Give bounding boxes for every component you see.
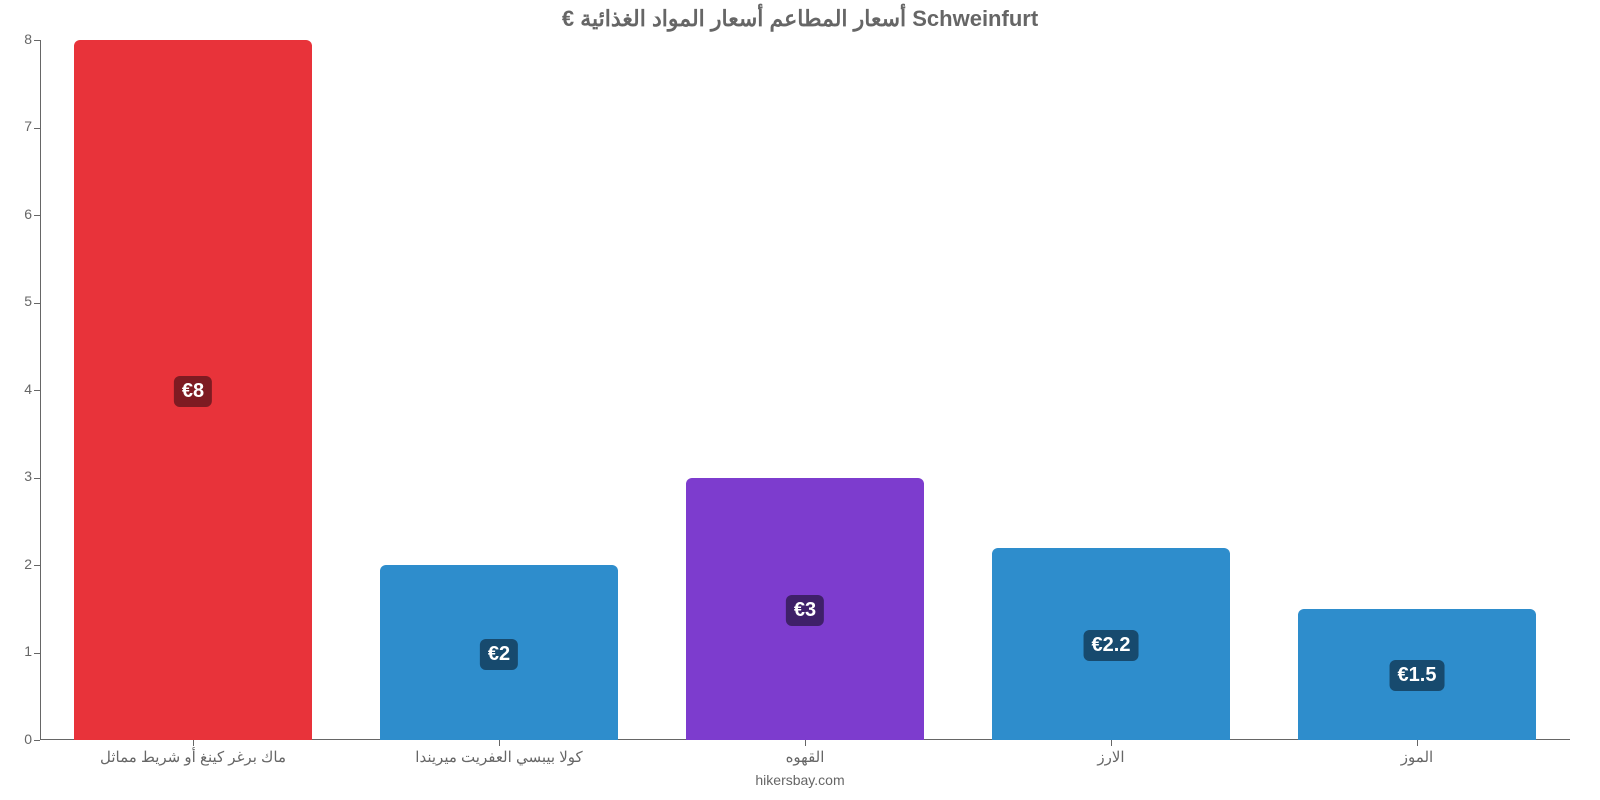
y-tick-mark	[34, 215, 40, 216]
y-tick-mark	[34, 128, 40, 129]
y-tick-mark	[34, 740, 40, 741]
x-tick-mark	[1417, 740, 1418, 746]
y-tick-label: 6	[2, 206, 32, 222]
y-tick-label: 8	[2, 31, 32, 47]
x-tick-mark	[499, 740, 500, 746]
y-tick-mark	[34, 303, 40, 304]
y-tick-label: 0	[2, 731, 32, 747]
bar-value-badge: €2.2	[1084, 630, 1139, 661]
x-tick-mark	[193, 740, 194, 746]
y-axis-line	[40, 40, 41, 740]
y-tick-mark	[34, 390, 40, 391]
plot-area: 012345678 €8€2€3€2.2€1.5 ماك برغر كينغ أ…	[40, 40, 1570, 740]
chart-container: € أسعار المطاعم أسعار المواد الغذائية Sc…	[0, 0, 1600, 800]
y-tick-label: 1	[2, 643, 32, 659]
y-tick-label: 3	[2, 468, 32, 484]
y-tick-mark	[34, 653, 40, 654]
y-tick-mark	[34, 478, 40, 479]
chart-title: € أسعار المطاعم أسعار المواد الغذائية Sc…	[0, 6, 1600, 32]
x-tick-label: الارز	[1097, 748, 1124, 766]
x-tick-label: ماك برغر كينغ أو شريط مماثل	[100, 748, 286, 766]
x-tick-label: الموز	[1401, 748, 1433, 766]
y-tick-label: 5	[2, 293, 32, 309]
x-tick-label: القهوه	[786, 748, 825, 766]
y-tick-mark	[34, 40, 40, 41]
x-tick-label: كولا بيبسي العفريت ميريندا	[415, 748, 582, 766]
y-tick-label: 7	[2, 118, 32, 134]
y-tick-mark	[34, 565, 40, 566]
x-tick-mark	[1111, 740, 1112, 746]
y-tick-label: 2	[2, 556, 32, 572]
credit-label: hikersbay.com	[0, 772, 1600, 788]
bar-value-badge: €8	[174, 376, 212, 407]
y-tick-label: 4	[2, 381, 32, 397]
bar-value-badge: €2	[480, 639, 518, 670]
bar-value-badge: €3	[786, 595, 824, 626]
x-tick-mark	[805, 740, 806, 746]
bar-value-badge: €1.5	[1390, 660, 1445, 691]
